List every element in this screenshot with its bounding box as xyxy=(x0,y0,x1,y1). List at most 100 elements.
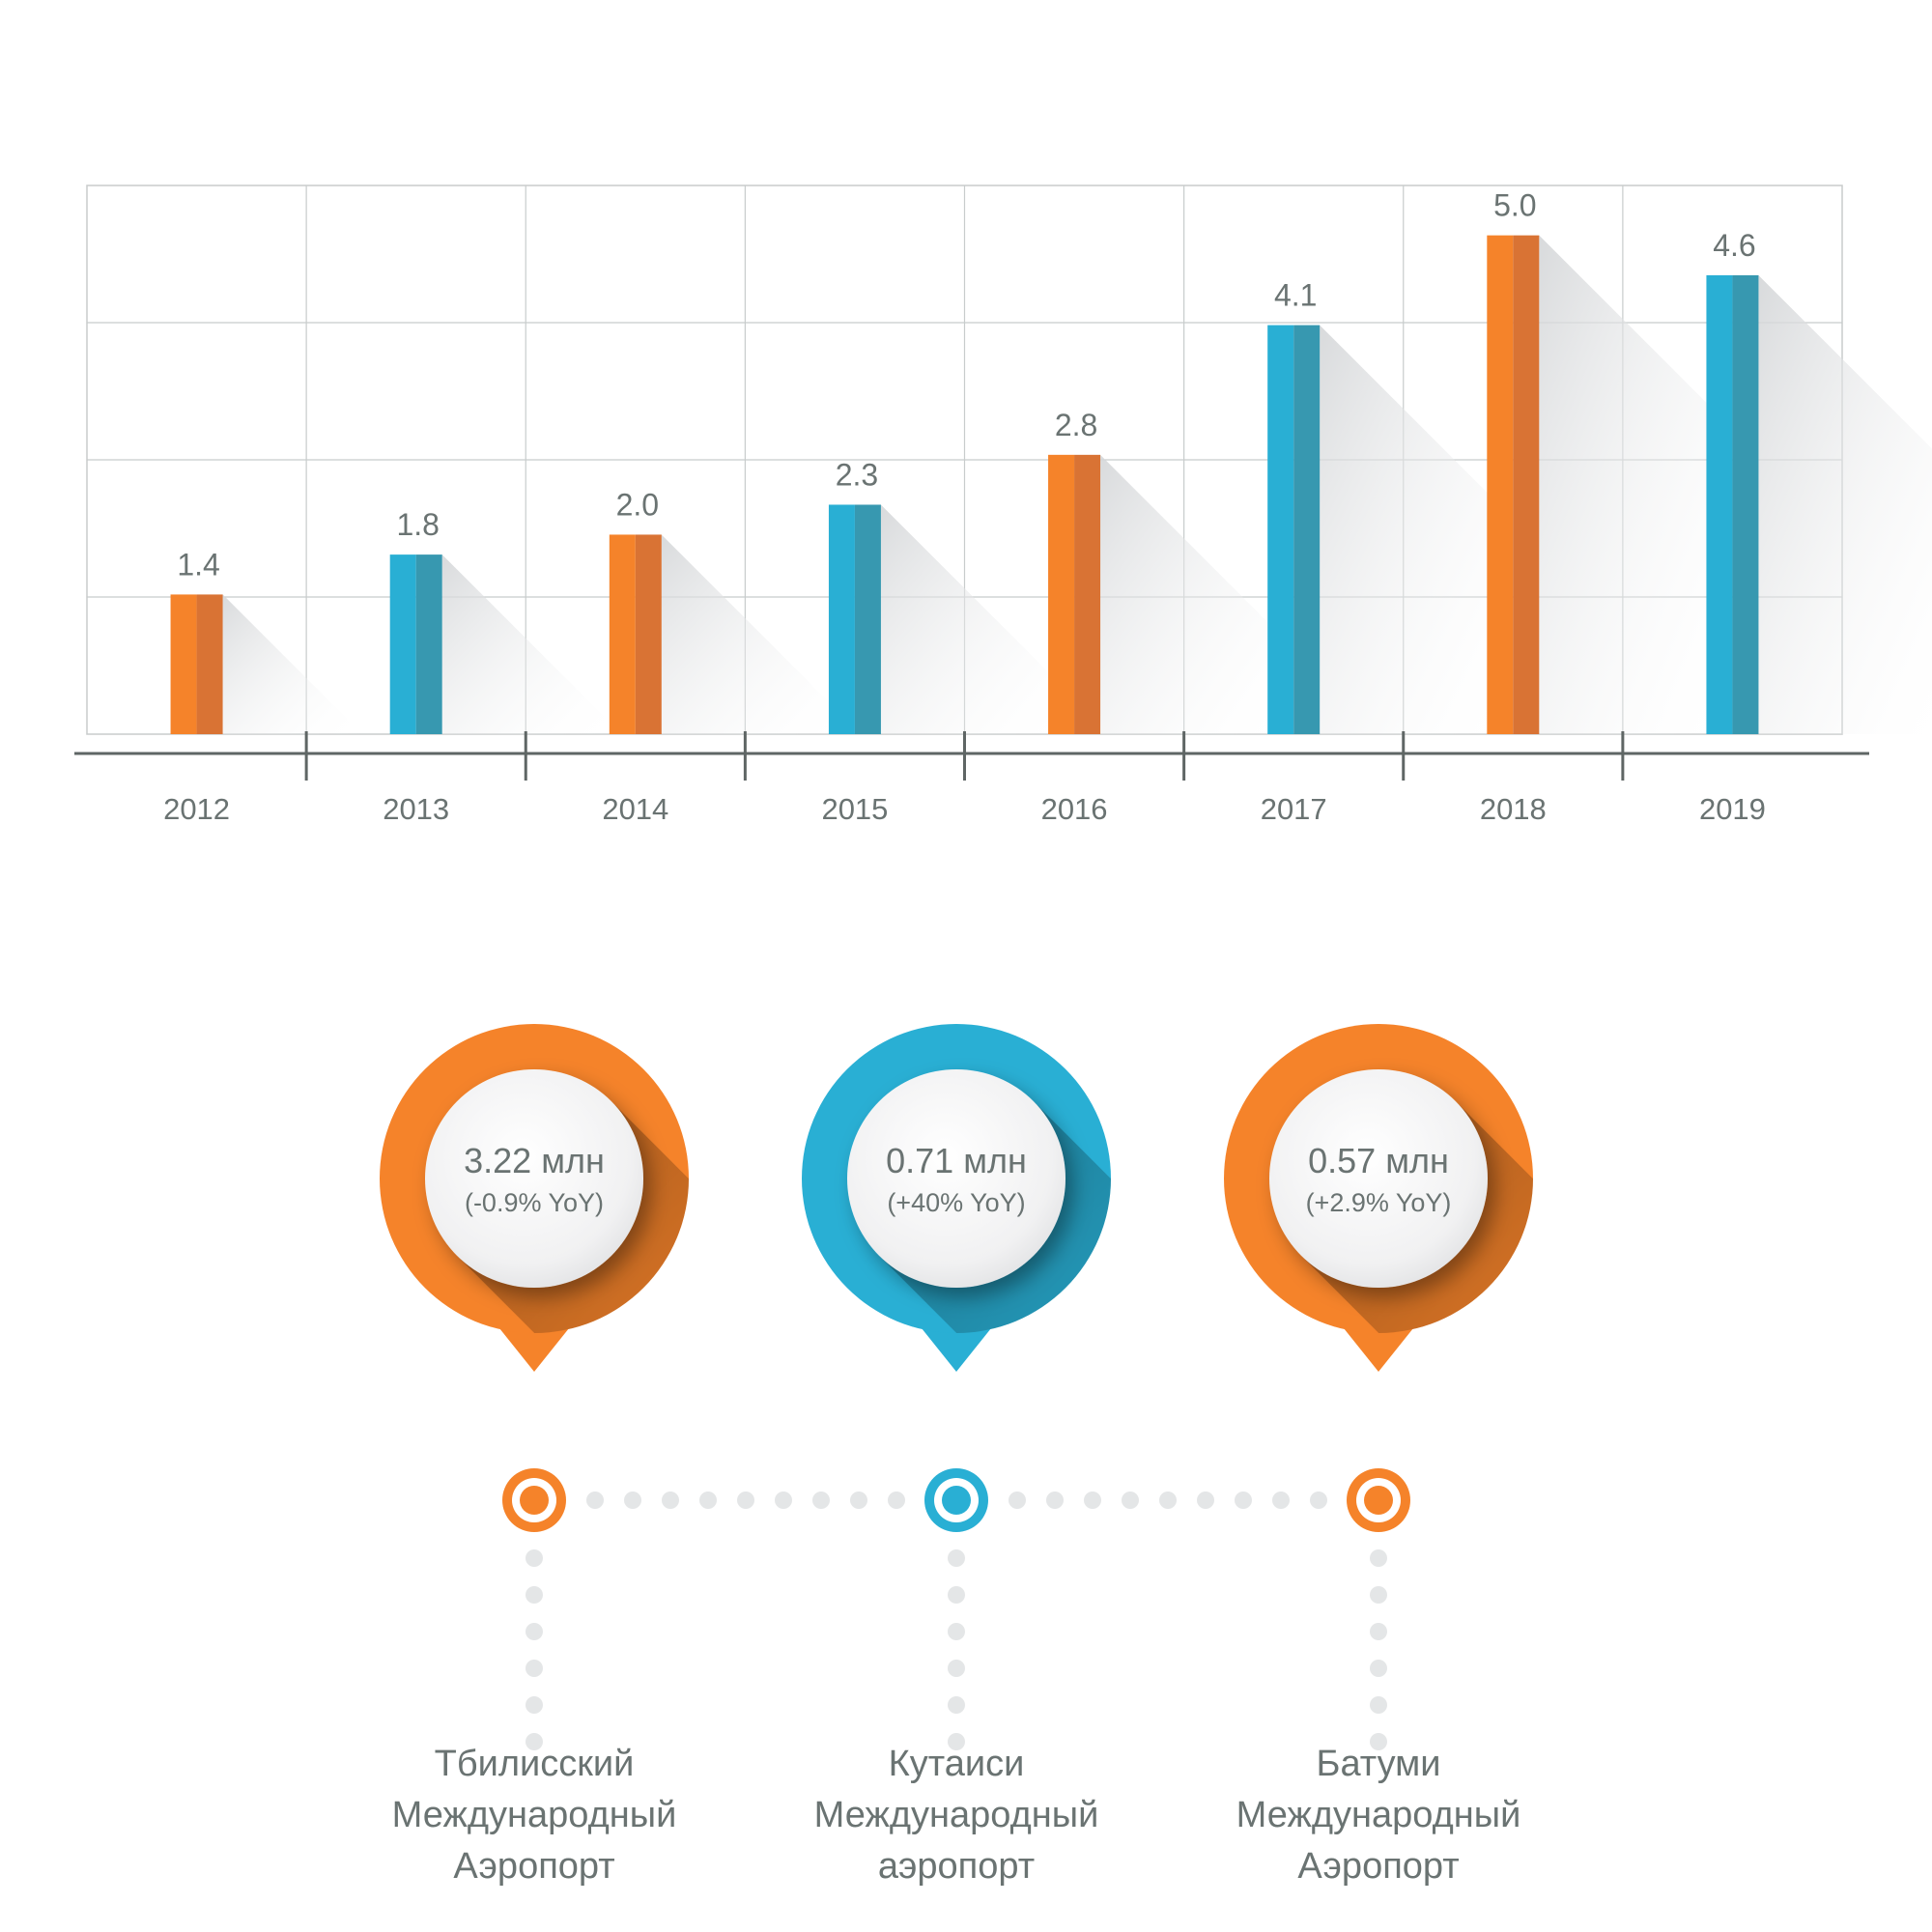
connector-dot xyxy=(1370,1586,1387,1604)
pin-inner-disc xyxy=(1269,1069,1488,1288)
value-label: 5.0 xyxy=(1493,188,1536,223)
airport-name-line: Аэропорт xyxy=(1297,1846,1460,1887)
value-label: 2.0 xyxy=(616,487,659,522)
connector-dot xyxy=(1046,1492,1064,1509)
timeline-node-core xyxy=(1364,1486,1393,1515)
connector-dot xyxy=(526,1660,543,1677)
bar-shadow xyxy=(1100,454,1298,734)
bar-side-2013 xyxy=(415,554,442,734)
connector-dot xyxy=(737,1492,754,1509)
connector-dot xyxy=(948,1586,965,1604)
connector-dot xyxy=(812,1492,830,1509)
connector-dot xyxy=(948,1549,965,1567)
x-tick-label: 2012 xyxy=(163,792,230,826)
x-tick-label: 2014 xyxy=(602,792,668,826)
connector-dot xyxy=(1197,1492,1214,1509)
passenger-value: 3.22 млн xyxy=(464,1141,605,1180)
connector-dot xyxy=(1272,1492,1290,1509)
connector-dot xyxy=(1084,1492,1101,1509)
value-label: 4.6 xyxy=(1713,228,1755,263)
bar-shadow xyxy=(1539,235,1737,735)
bar-side-2016 xyxy=(1074,454,1101,734)
timeline-node-core xyxy=(942,1486,971,1515)
timeline-node-core xyxy=(520,1486,549,1515)
connector-dot xyxy=(526,1623,543,1640)
pin-inner-disc xyxy=(847,1069,1065,1288)
x-tick-label: 2019 xyxy=(1699,792,1766,826)
airport-pin: 0.71 млн (+40% YoY) xyxy=(802,1024,1111,1532)
connector-dot xyxy=(624,1492,641,1509)
bar-shadow xyxy=(1320,325,1518,734)
bar-2012 xyxy=(170,594,197,734)
airport-name-line: Международный xyxy=(813,1795,1099,1835)
connector-dot xyxy=(1370,1660,1387,1677)
x-tick-label: 2013 xyxy=(383,792,449,826)
x-tick-label: 2016 xyxy=(1041,792,1108,826)
bar-shadows xyxy=(222,235,1932,735)
bar-side-2015 xyxy=(854,504,881,734)
connector-dot xyxy=(888,1492,905,1509)
x-tick-label: 2018 xyxy=(1480,792,1547,826)
bar-side-2017 xyxy=(1293,325,1321,734)
passenger-value: 0.71 млн xyxy=(886,1141,1027,1180)
airport-name-line: Международный xyxy=(1236,1795,1521,1835)
airport-pin: 3.22 млн (-0.9% YoY) xyxy=(380,1024,689,1532)
connector-dot xyxy=(948,1733,965,1750)
bar-2019 xyxy=(1706,274,1733,734)
value-label: 1.8 xyxy=(396,507,439,542)
connector-dot xyxy=(1235,1492,1252,1509)
connector-dot xyxy=(1310,1492,1327,1509)
value-label: 2.3 xyxy=(836,457,878,492)
connector-dots xyxy=(526,1492,1387,1750)
x-tick-label: 2015 xyxy=(821,792,888,826)
yoy-change: (-0.9% YoY) xyxy=(465,1188,604,1217)
airport-name: Кутаиси Международный аэропорт xyxy=(753,1739,1159,1892)
connector-dot xyxy=(850,1492,867,1509)
connector-dot xyxy=(662,1492,679,1509)
connector-dot xyxy=(948,1660,965,1677)
airport-name-line: Кутаиси xyxy=(888,1744,1025,1784)
bar-2016 xyxy=(1048,454,1075,734)
connector-dot xyxy=(1370,1696,1387,1714)
x-tick-label: 2017 xyxy=(1261,792,1327,826)
connector-dot xyxy=(526,1733,543,1750)
bar-shadow xyxy=(222,594,363,734)
bar-2018 xyxy=(1487,235,1514,735)
passenger-value: 0.57 млн xyxy=(1308,1141,1449,1180)
value-label: 2.8 xyxy=(1055,408,1097,442)
bar-2014 xyxy=(609,534,636,734)
bar-2015 xyxy=(828,504,855,734)
airport-name-line: Тбилисский xyxy=(434,1744,635,1784)
connector-dot xyxy=(1122,1492,1139,1509)
airport-name-line: Международный xyxy=(391,1795,677,1835)
bar-side-2012 xyxy=(196,594,223,734)
connector-dot xyxy=(1370,1623,1387,1640)
bar-2017 xyxy=(1267,325,1294,734)
airport-name-line: Аэропорт xyxy=(453,1846,615,1887)
connector-dot xyxy=(1009,1492,1026,1509)
bar-chart: 1.41.82.02.32.84.15.04.6 2012 2013 2014 201… xyxy=(74,185,1932,826)
yoy-change: (+40% YoY) xyxy=(887,1188,1025,1217)
airport-name: Батуми Международный Аэропорт xyxy=(1176,1739,1581,1892)
connector-dot xyxy=(526,1696,543,1714)
pin-inner-disc xyxy=(425,1069,643,1288)
connector-dot xyxy=(948,1696,965,1714)
connector-dot xyxy=(948,1623,965,1640)
bar-2013 xyxy=(389,554,416,734)
connector-dot xyxy=(699,1492,717,1509)
connector-dot xyxy=(1370,1549,1387,1567)
yoy-change: (+2.9% YoY) xyxy=(1306,1188,1452,1217)
airport-name-line: аэропорт xyxy=(877,1846,1036,1887)
bar-side-2018 xyxy=(1513,235,1540,735)
connector-dot xyxy=(526,1586,543,1604)
connector-dot xyxy=(586,1492,604,1509)
bar-side-2019 xyxy=(1732,274,1759,734)
airport-pin: 0.57 млн (+2.9% YoY) xyxy=(1224,1024,1533,1532)
connector-dot xyxy=(775,1492,792,1509)
bar-shadow xyxy=(661,534,860,734)
airport-name: Тбилисский Международный Аэропорт xyxy=(331,1739,737,1892)
bar-side-2014 xyxy=(635,534,662,734)
connector-dot xyxy=(526,1549,543,1567)
bar-shadow xyxy=(1758,274,1932,734)
